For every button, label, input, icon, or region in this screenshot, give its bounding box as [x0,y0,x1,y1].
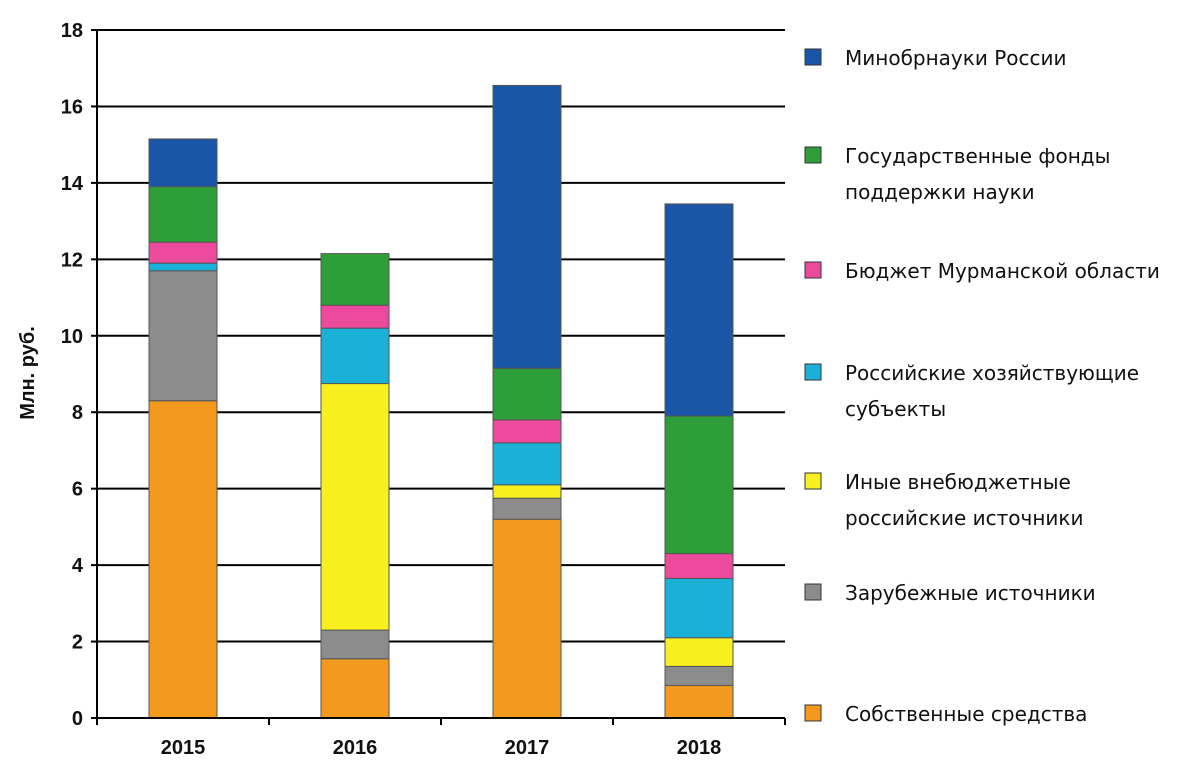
axes: 0 2 4 6 8 10 12 14 16 18 2015 2016 2017 2018 [61,20,786,759]
bar-segment [320,629,390,660]
bar-segment [492,419,562,444]
x-tick-label: 2017 [505,737,550,759]
bar-segment [492,497,562,520]
x-tick-label: 2015 [161,737,206,759]
legend-label: Государственные фонды [845,144,1110,168]
legend: Минобрнауки России Государственные фонды п… [804,46,1160,726]
y-tick-label: 4 [72,555,84,577]
legend-label: Иные внебюджетные [845,470,1071,494]
y-tick-label: 6 [72,479,83,501]
x-tick-label: 2016 [333,737,378,759]
bar-segment [320,383,390,631]
bar-segment [664,415,734,555]
legend-label: Минобрнауки России [845,46,1066,70]
bar-segment [492,442,562,486]
legend-label: Собственные средства [845,702,1087,726]
bar-segment [320,253,390,306]
bar-segment [148,138,218,188]
bar-segment [664,637,734,667]
legend-swatch [804,583,822,601]
y-tick-label: 14 [61,173,84,195]
y-tick-label: 16 [61,96,83,118]
bar-segment [148,186,218,243]
y-tick-label: 10 [61,326,83,348]
legend-swatch [804,261,822,279]
legend-swatch [804,48,822,66]
y-tick-label: 12 [61,249,83,271]
bar-segment [664,577,734,639]
bar-segment [148,270,218,402]
bars [148,84,734,719]
y-axis-label: Млн. руб. [17,326,39,420]
bar-segment [664,685,734,719]
legend-label: Российские хозяйствующие [845,361,1139,385]
y-tick-label: 18 [61,20,83,42]
bar-segment [148,400,218,719]
bar-segment [320,658,390,719]
y-tick-label: 8 [72,402,83,424]
bar-segment [320,327,390,385]
legend-label: Бюджет Мурманской области [845,259,1160,283]
legend-label: Зарубежные источники [845,581,1096,605]
legend-swatch [804,472,822,490]
legend-swatch [804,704,822,722]
bar-segment [320,304,390,329]
y-tick-label: 0 [72,708,83,730]
legend-label: поддержки науки [845,180,1035,204]
bar-segment [664,203,734,417]
bar-segment [664,553,734,579]
legend-label: российские источники [845,506,1084,530]
bar-segment [148,262,218,272]
bar-segment [492,367,562,421]
x-tick-label: 2018 [677,737,722,759]
bar-segment [492,84,562,369]
legend-label: субъекты [845,397,946,421]
bar-segment [492,518,562,719]
legend-swatch [804,363,822,381]
legend-swatch [804,146,822,164]
y-tick-label: 2 [72,632,83,654]
bar-segment [148,241,218,264]
bar-segment [492,484,562,499]
bar-segment [664,665,734,687]
